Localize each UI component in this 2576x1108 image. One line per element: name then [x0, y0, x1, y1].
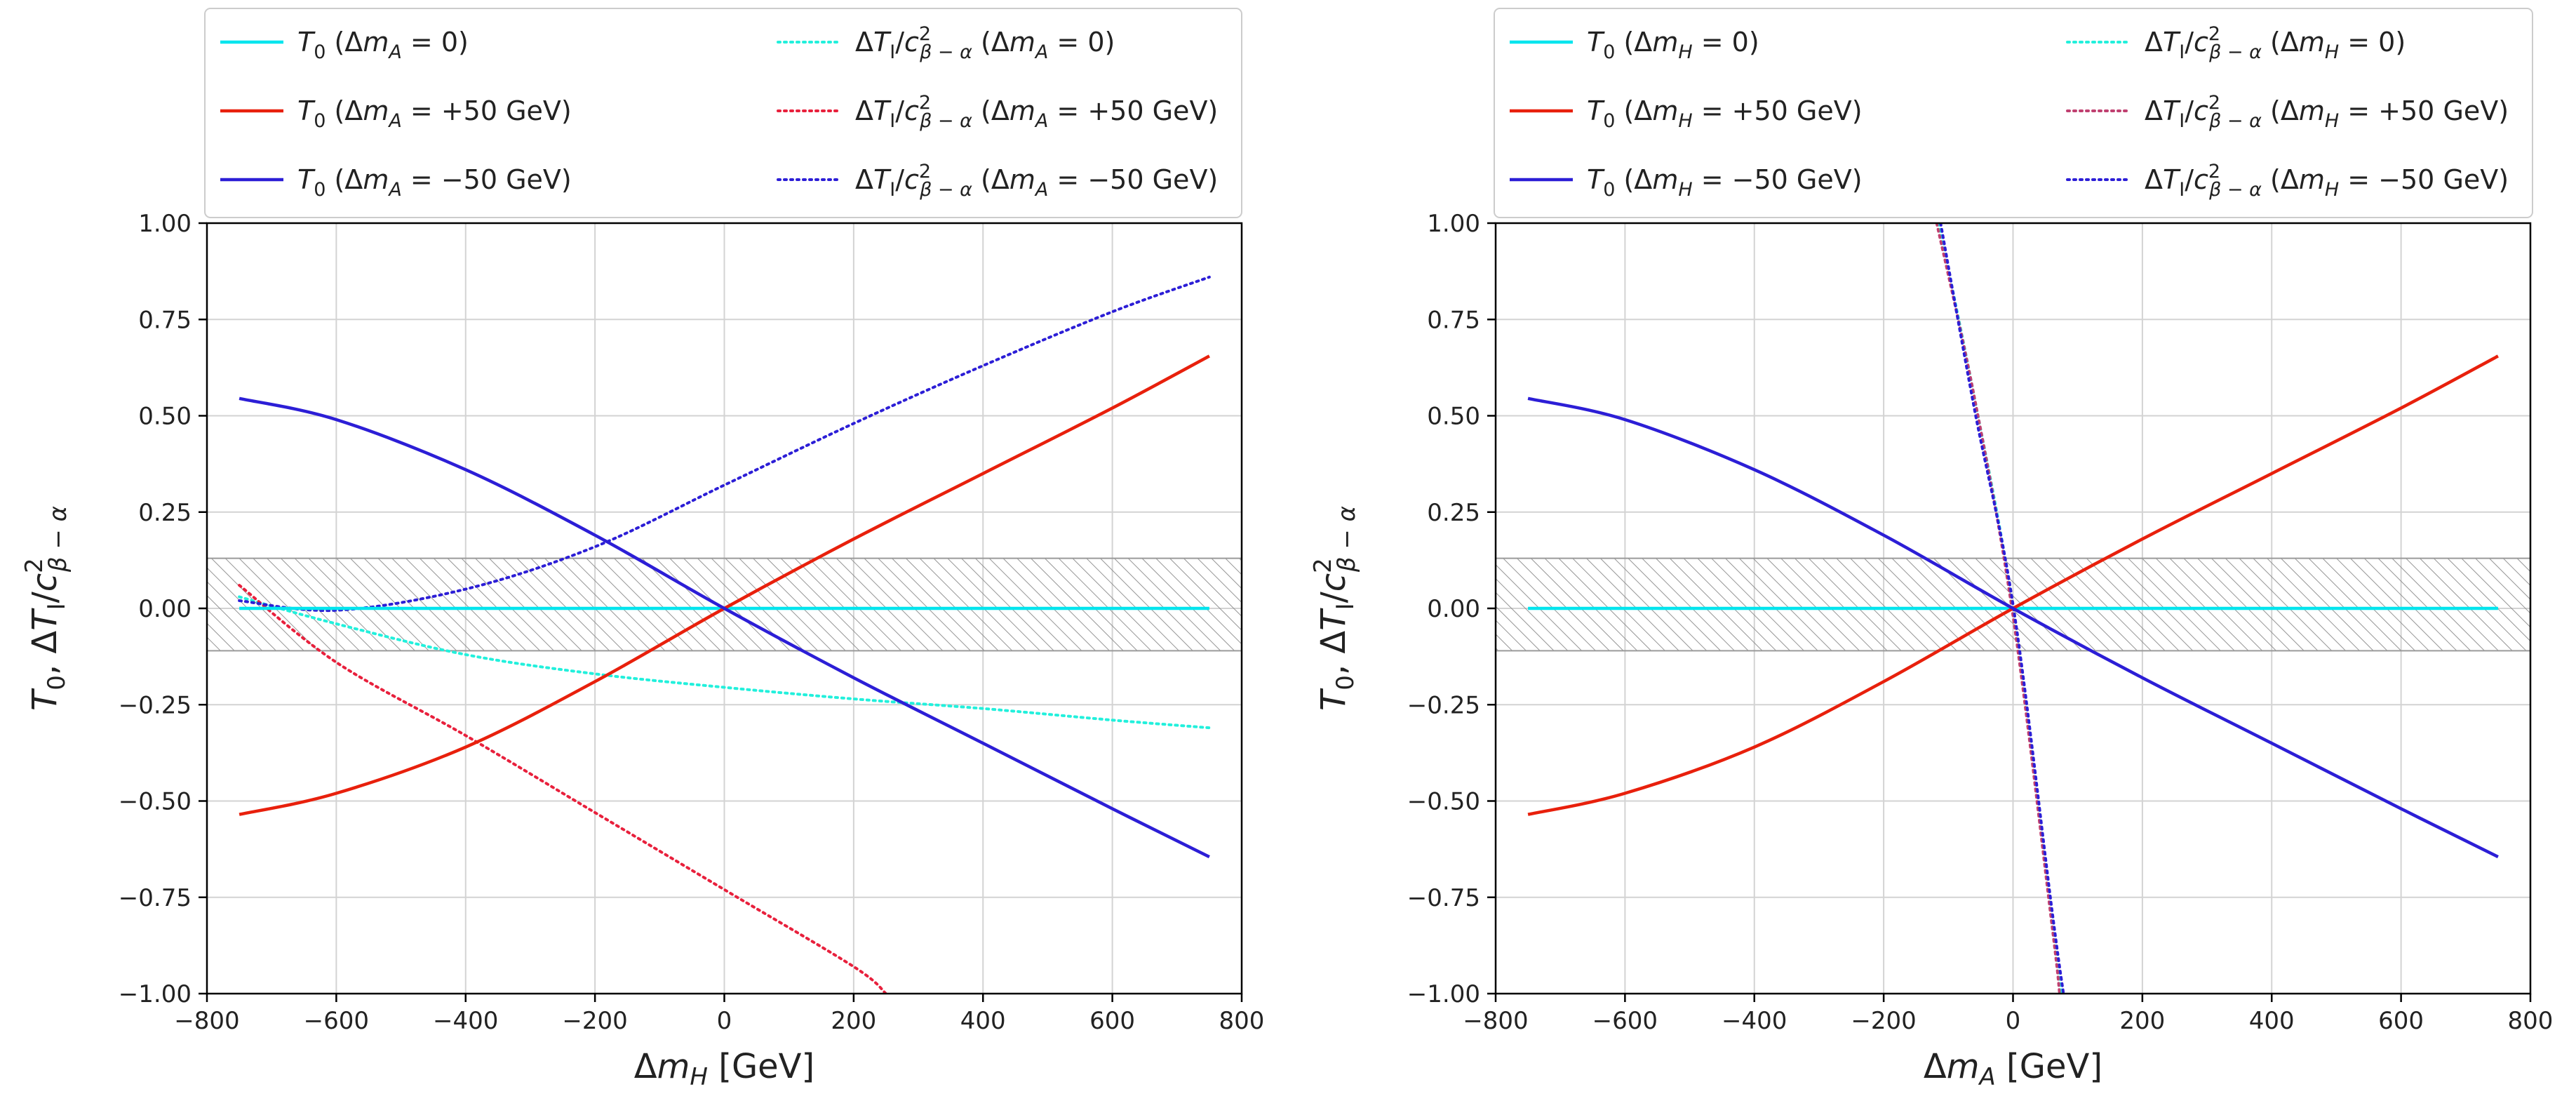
legend-label: ΔTI/c2 β − α (ΔmH = +50 GeV): [2145, 92, 2509, 132]
legend-box: [204, 8, 1242, 218]
x-tick-label: 200: [2119, 1007, 2165, 1035]
x-tick-label: 200: [831, 1007, 876, 1035]
series-line: [1527, 396, 2499, 859]
y-tick-label: −1.00: [119, 980, 192, 1008]
y-tick-label: −0.25: [1407, 691, 1480, 719]
x-tick-label: −600: [1592, 1007, 1658, 1035]
x-tick-label: −600: [304, 1007, 369, 1035]
legend-label: ΔTI/c2 β − α (ΔmA = +50 GeV): [855, 92, 1218, 132]
x-tick-label: 800: [2508, 1007, 2554, 1035]
y-tick-label: −0.50: [1407, 788, 1480, 816]
legend-label: ΔTI/c2 β − α (ΔmH = 0): [2145, 23, 2406, 63]
y-tick-label: −0.75: [1407, 884, 1480, 912]
y-tick-label: 1.00: [138, 210, 192, 238]
x-axis-label: ΔmA [GeV]: [1924, 1047, 2102, 1091]
x-tick-label: 600: [2378, 1007, 2424, 1035]
y-tick-label: −0.75: [119, 884, 192, 912]
x-tick-label: 600: [1089, 1007, 1135, 1035]
legend-label: T0 (ΔmH = −50 GeV): [1587, 164, 1863, 201]
x-tick-label: −400: [433, 1007, 498, 1035]
legend-label: ΔTI/c2 β − α (ΔmH = −50 GeV): [2145, 161, 2509, 201]
x-tick-label: 0: [717, 1007, 732, 1035]
constraint-band: [206, 557, 1242, 652]
series-line: [238, 275, 1211, 613]
x-tick-label: −800: [1463, 1007, 1528, 1035]
y-tick-label: 0.50: [138, 403, 192, 431]
x-tick-label: −200: [562, 1007, 627, 1035]
legend-label: T0 (ΔmA = 0): [297, 27, 469, 63]
left-panel: −800 −600 −400 −200 0 200 400 600 800 −1.00 −0.75 −…: [20, 8, 1264, 1091]
series-line: [238, 595, 1211, 730]
legend-label: ΔTI/c2 β − α (ΔmA = 0): [855, 23, 1115, 63]
y-tick-label: 0.00: [1427, 595, 1480, 623]
y-tick-label: 1.00: [1427, 210, 1480, 238]
legend-label: T0 (ΔmA = +50 GeV): [297, 95, 572, 132]
x-tick-label: 400: [2249, 1007, 2295, 1035]
legend-label: T0 (ΔmA = −50 GeV): [297, 164, 572, 201]
legend-label: T0 (ΔmH = +50 GeV): [1587, 95, 1863, 132]
y-tick-label: 0.25: [1427, 499, 1480, 527]
y-tick-label: −0.50: [119, 788, 192, 816]
right-panel: −800 −600 −400 −200 0 200 400 600 800 −1.00 −0.75 −…: [1309, 8, 2553, 1091]
series-line: [239, 396, 1210, 859]
legend-label: T0 (ΔmH = 0): [1587, 27, 1759, 63]
y-tick-label: 0.75: [138, 306, 192, 334]
y-tick-label: 0.50: [1427, 403, 1480, 431]
x-tick-label: −200: [1851, 1007, 1916, 1035]
series-line: [1935, 223, 2061, 994]
x-axis-label: ΔmH [GeV]: [634, 1047, 814, 1091]
x-tick-label: 400: [960, 1007, 1006, 1035]
x-tick-label: 0: [2006, 1007, 2021, 1035]
series-line: [238, 584, 887, 994]
y-tick-label: −0.25: [119, 691, 192, 719]
x-tick-label: −800: [174, 1007, 239, 1035]
x-tick-label: −400: [1722, 1007, 1787, 1035]
legend-label: ΔTI/c2 β − α (ΔmA = −50 GeV): [855, 161, 1218, 201]
y-axis-label: T0, ΔTI/c2β − α: [20, 506, 72, 711]
y-tick-label: 0.00: [138, 595, 192, 623]
series-line: [1939, 223, 2065, 994]
x-tick-label: 800: [1219, 1007, 1265, 1035]
legend-box: [1494, 8, 2533, 218]
y-tick-label: 0.25: [138, 499, 192, 527]
y-tick-label: −1.00: [1407, 980, 1480, 1008]
y-tick-label: 0.75: [1427, 306, 1480, 334]
y-axis-label: T0, ΔTI/c2β − α: [1309, 506, 1361, 711]
